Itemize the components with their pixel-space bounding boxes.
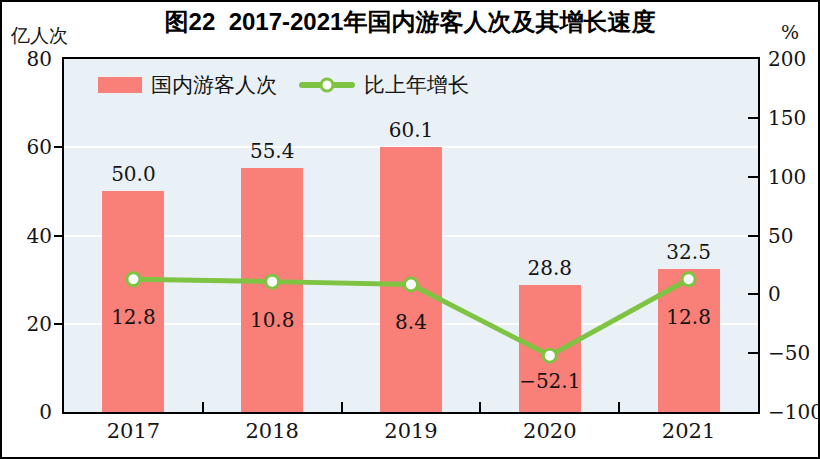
legend-bar-label: 国内游客人次 [151, 73, 277, 97]
y-axis-tick-right [748, 117, 758, 119]
legend-bar-swatch [98, 77, 142, 93]
x-axis-tick [618, 402, 620, 412]
chart-title: 图22 2017-2021年国内游客人次及其增长速度 [2, 6, 818, 38]
line-value-label-2021: 12.8 [629, 305, 749, 329]
legend-line-label: 比上年增长 [364, 73, 469, 97]
legend-line-marker-icon [320, 78, 335, 93]
line-value-label-2017: 12.8 [73, 305, 193, 329]
y-axis-tick-right [748, 235, 758, 237]
line-value-label-2018: 10.8 [212, 308, 332, 332]
y-tick-label-left-40: 40 [2, 224, 52, 248]
bar-value-label-2020: 28.8 [490, 256, 610, 280]
y-tick-label-left-20: 20 [2, 312, 52, 336]
y-axis-tick-right [748, 352, 758, 354]
bar-2020 [519, 285, 581, 412]
bar-value-label-2019: 60.1 [351, 118, 471, 142]
bar-value-label-2021: 32.5 [629, 240, 749, 264]
bar-2021 [658, 269, 720, 412]
figure-22-chart: 图22 2017-2021年国内游客人次及其增长速度 亿人次 % 国内游客人次 … [0, 0, 820, 459]
y-tick-label-left-80: 80 [2, 47, 52, 71]
y-axis-tick-right [748, 176, 758, 178]
y-tick-label-right-200: 200 [768, 47, 820, 71]
y-tick-label-right-50: 50 [768, 224, 820, 248]
bar-value-label-2017: 50.0 [73, 162, 193, 186]
x-axis-label-2021: 2021 [629, 419, 749, 443]
y-axis-tick-left [54, 235, 64, 237]
right-axis-unit-label: % [781, 21, 799, 43]
line-value-label-2020: −52.1 [490, 369, 610, 393]
y-axis-tick-right [748, 293, 758, 295]
line-value-label-2019: 8.4 [351, 310, 471, 334]
left-axis-unit-label: 亿人次 [11, 23, 68, 49]
x-axis-label-2018: 2018 [212, 419, 332, 443]
y-tick-label-right-−50: −50 [768, 341, 820, 365]
y-axis-tick-left [54, 146, 64, 148]
bar-value-label-2018: 55.4 [212, 139, 332, 163]
y-tick-label-left-0: 0 [2, 400, 52, 424]
y-tick-label-right-−100: −100 [768, 400, 820, 424]
y-tick-label-left-60: 60 [2, 135, 52, 159]
bar-2018 [241, 168, 303, 412]
y-axis-tick-left [54, 323, 64, 325]
legend-line-swatch [299, 82, 355, 88]
y-tick-label-right-100: 100 [768, 165, 820, 189]
bar-2019 [380, 147, 442, 412]
x-axis-label-2020: 2020 [490, 419, 610, 443]
x-axis-label-2019: 2019 [351, 419, 471, 443]
x-axis-tick [341, 402, 343, 412]
y-tick-label-right-0: 0 [768, 282, 820, 306]
y-tick-label-right-150: 150 [768, 106, 820, 130]
bar-2017 [102, 191, 164, 412]
x-axis-tick [202, 402, 204, 412]
x-axis-label-2017: 2017 [73, 419, 193, 443]
x-axis-tick [479, 402, 481, 412]
legend: 国内游客人次 比上年增长 [98, 73, 469, 97]
